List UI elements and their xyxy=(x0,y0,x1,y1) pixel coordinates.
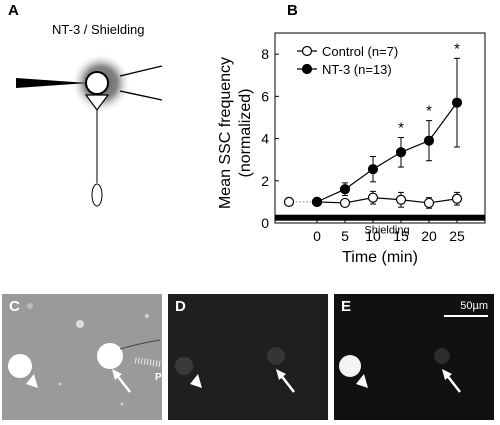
data-point xyxy=(451,97,463,108)
series-line xyxy=(316,102,458,203)
x-axis-label: Time (min) xyxy=(342,249,418,266)
speck xyxy=(120,402,124,406)
ssc-frequency-chart: 0 2 4 6 8 0 5 10 15 20 25 Shielding * * * Control (… xyxy=(217,32,486,266)
data-point xyxy=(283,196,295,207)
x-tick-label: 25 xyxy=(449,228,465,244)
data-point xyxy=(395,147,407,158)
speck xyxy=(76,320,84,328)
data-point xyxy=(367,164,379,175)
series-nt3 xyxy=(311,57,463,207)
bright-cell-left xyxy=(339,355,361,377)
scale-bar-label: 50µm xyxy=(460,300,488,312)
arrow-head xyxy=(276,369,286,380)
series-control xyxy=(283,190,463,209)
y-tick-label: 4 xyxy=(261,131,269,147)
shielding-bar-rect xyxy=(275,214,485,221)
speck xyxy=(145,314,149,318)
neurite xyxy=(119,339,161,350)
data-point xyxy=(311,196,323,207)
micrograph-d: D xyxy=(168,294,328,420)
x-tick-label: 0 xyxy=(313,228,321,244)
dim-cell-left xyxy=(175,357,193,375)
x-tick-label: 5 xyxy=(341,228,349,244)
x-tick-label: 10 xyxy=(365,228,381,244)
data-point xyxy=(423,197,435,209)
shielding-label: Shielding xyxy=(364,225,409,237)
arrowhead-marker xyxy=(26,374,38,388)
panel-a-label: A xyxy=(8,2,19,19)
axon-terminal xyxy=(91,183,103,207)
arrow-head xyxy=(442,369,452,380)
x-tick-label: 20 xyxy=(421,228,437,244)
schematic-title: NT-3 / Shielding xyxy=(52,22,145,37)
legend-label: Control (n=7) xyxy=(322,44,398,59)
y-axis: 0 2 4 6 8 xyxy=(261,46,279,231)
series-line xyxy=(316,197,458,204)
panel-e-label: E xyxy=(341,298,352,315)
significance-star: * xyxy=(454,40,460,57)
y-axis-label-unit: (normalized) xyxy=(237,89,254,178)
speck xyxy=(27,303,33,309)
data-point xyxy=(395,194,407,205)
x-tick-label: 15 xyxy=(393,228,409,244)
data-point xyxy=(423,135,435,146)
legend-marker xyxy=(301,45,313,57)
significance-markers: * * * xyxy=(398,40,460,136)
target-neuron xyxy=(97,343,123,369)
scale-bar xyxy=(444,315,488,317)
arrowhead-marker xyxy=(190,374,202,388)
data-point xyxy=(339,184,351,195)
series-layer xyxy=(283,57,463,209)
y-tick-label: 2 xyxy=(261,173,269,189)
recording-line-lower xyxy=(119,90,163,101)
data-point xyxy=(451,193,463,204)
chart-legend: Control (n=7) NT-3 (n=13) xyxy=(297,44,398,77)
y-tick-label: 0 xyxy=(261,215,269,231)
panel-b-label: B xyxy=(287,2,298,19)
significance-star: * xyxy=(398,120,404,137)
significance-star: * xyxy=(426,103,432,120)
stimulation-pipette xyxy=(16,78,88,88)
pipette-label: P xyxy=(155,372,162,383)
y-axis-label: Mean SSC frequency xyxy=(217,57,234,209)
bright-cell-left xyxy=(8,354,32,378)
dim-target-neuron xyxy=(267,347,285,365)
dim-target-neuron xyxy=(434,348,450,364)
neuron-schematic xyxy=(16,53,163,207)
pipette-tip xyxy=(133,357,161,367)
neuron-soma xyxy=(85,71,109,95)
panel-c-label: C xyxy=(9,298,20,315)
speck xyxy=(58,382,62,386)
data-point xyxy=(339,197,351,209)
legend-marker xyxy=(301,63,313,75)
neuron-dendrite-triangle xyxy=(84,94,110,112)
legend-label: NT-3 (n=13) xyxy=(322,62,392,77)
plot-frame xyxy=(274,32,486,224)
arrowhead-marker xyxy=(356,374,368,388)
panel-d-label: D xyxy=(175,298,186,315)
shielding-bar: Shielding xyxy=(275,214,485,237)
arrow-head xyxy=(112,369,122,380)
data-point xyxy=(367,192,379,203)
y-tick-label: 6 xyxy=(261,88,269,104)
micrograph-e: E 50µm xyxy=(334,294,494,420)
y-tick-label: 8 xyxy=(261,46,269,62)
micrograph-c: C P xyxy=(2,294,162,420)
recording-line-upper xyxy=(119,65,163,77)
